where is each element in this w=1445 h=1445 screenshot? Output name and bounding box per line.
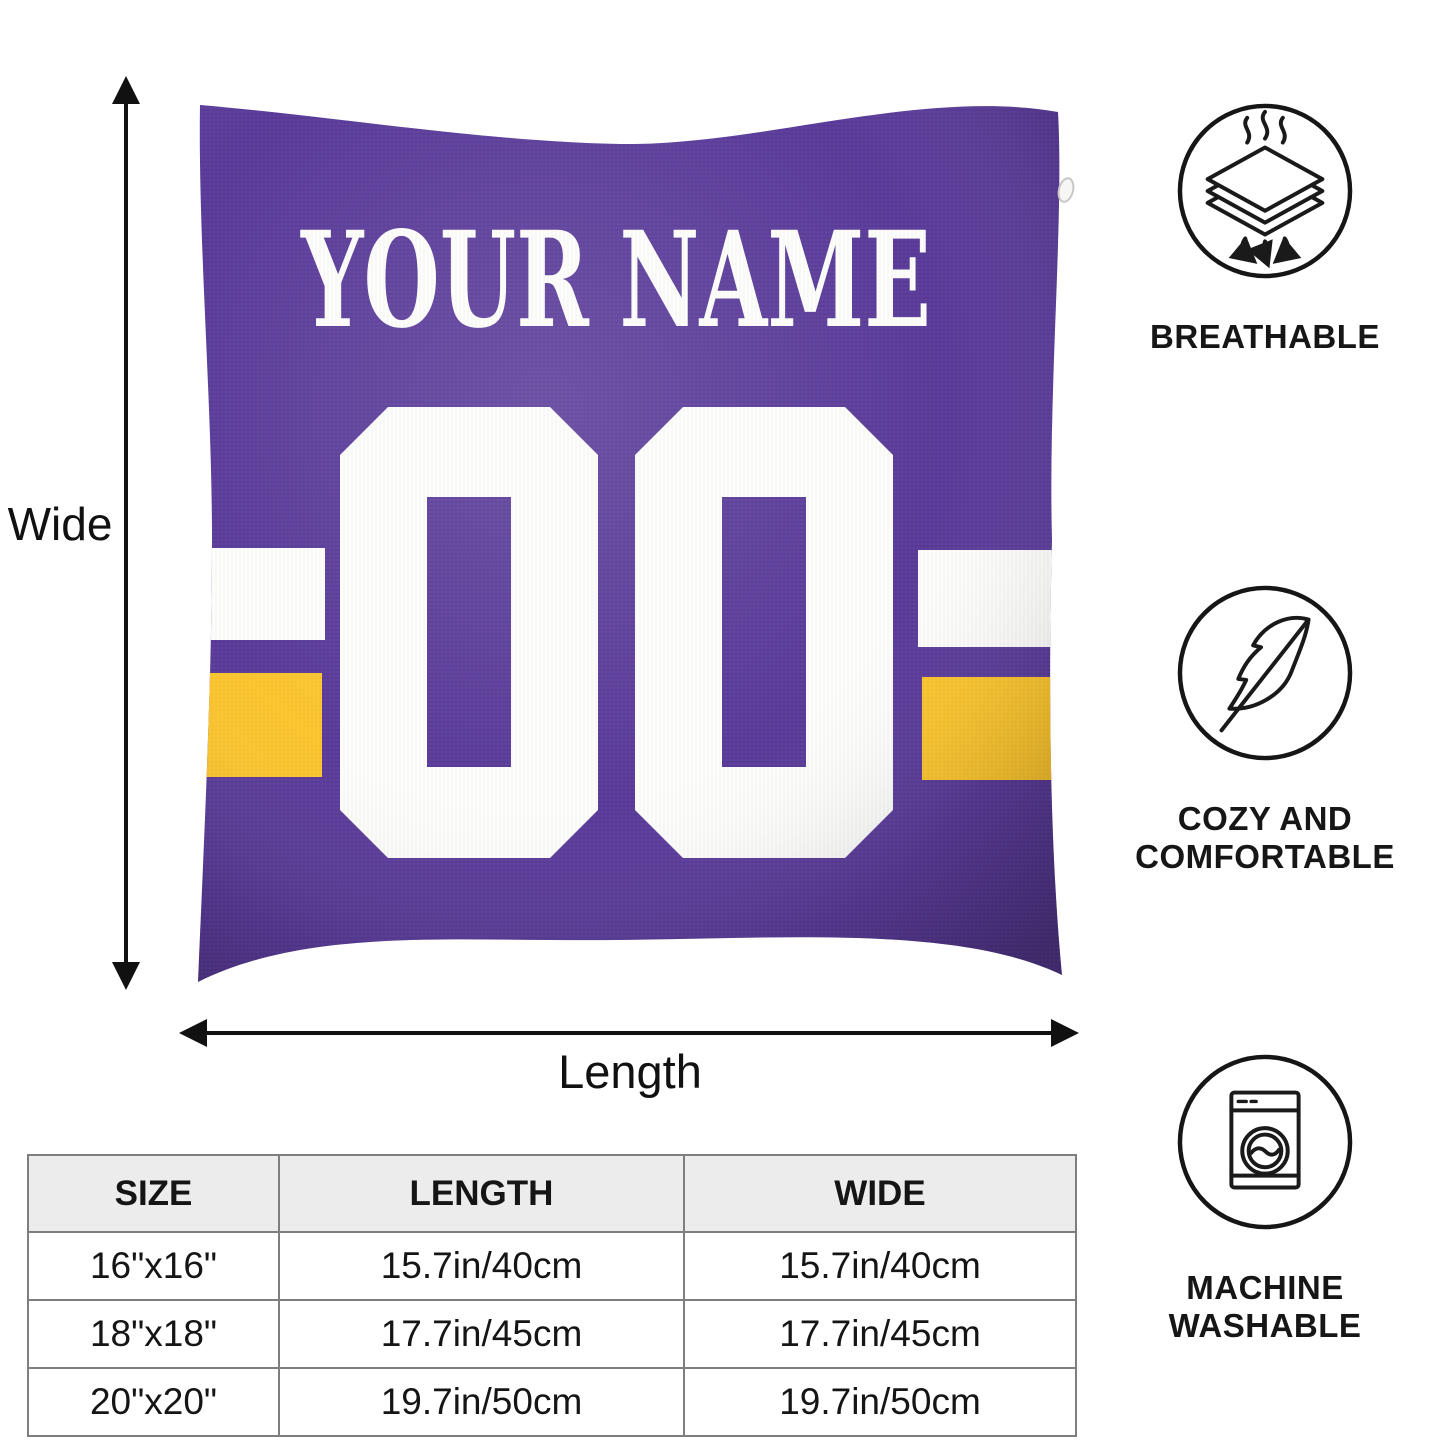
cell-wide: 17.7in/45cm [683, 1299, 1077, 1369]
cell-length: 15.7in/40cm [278, 1231, 685, 1301]
zipper-pull [1057, 177, 1075, 203]
table-row: 20"x20" 19.7in/50cm 19.7in/50cm [27, 1367, 1077, 1437]
size-table: SIZE LENGTH WIDE 16"x16" 15.7in/40cm 15.… [27, 1154, 1077, 1437]
table-row: 16"x16" 15.7in/40cm 15.7in/40cm [27, 1231, 1077, 1301]
size-table-header-row: SIZE LENGTH WIDE [27, 1154, 1077, 1233]
wide-label: Wide [7, 498, 113, 550]
cell-size: 16"x16" [27, 1231, 280, 1301]
feature-breathable: BREATHABLE [1095, 102, 1435, 356]
fabric-shading [198, 105, 1062, 982]
breathable-layers-icon [1177, 103, 1353, 279]
col-header-length: LENGTH [278, 1154, 685, 1233]
feature-label: MACHINE WASHABLE [1168, 1269, 1362, 1344]
length-dimension-arrow [179, 1019, 1079, 1047]
length-label: Length [558, 1045, 702, 1098]
feather-icon [1177, 585, 1353, 761]
feature-machine-washable: MACHINE WASHABLE [1095, 1053, 1435, 1345]
wide-dimension-arrow [112, 76, 140, 990]
cell-wide: 19.7in/50cm [683, 1367, 1077, 1437]
pillow-graphic: YOUR NAME [198, 105, 1075, 982]
col-header-size: SIZE [27, 1154, 280, 1233]
cell-length: 19.7in/50cm [278, 1367, 685, 1437]
col-header-wide: WIDE [683, 1154, 1077, 1233]
cell-wide: 15.7in/40cm [683, 1231, 1077, 1301]
feature-label: BREATHABLE [1150, 318, 1380, 355]
feature-label: COZY AND COMFORTABLE [1135, 800, 1395, 875]
washing-machine-icon [1177, 1054, 1353, 1230]
cell-size: 18"x18" [27, 1299, 280, 1369]
feature-cozy: COZY AND COMFORTABLE [1095, 584, 1435, 876]
cell-size: 20"x20" [27, 1367, 280, 1437]
cell-length: 17.7in/45cm [278, 1299, 685, 1369]
table-row: 18"x18" 17.7in/45cm 17.7in/45cm [27, 1299, 1077, 1369]
